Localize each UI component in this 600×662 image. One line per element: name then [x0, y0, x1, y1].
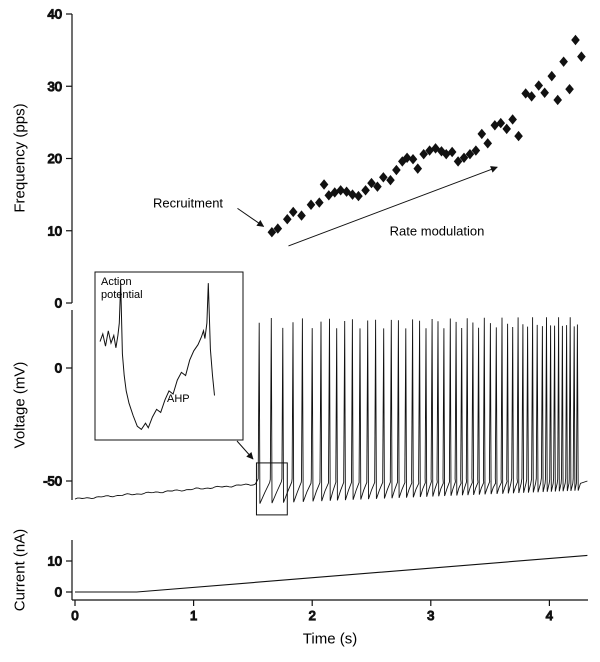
action-potential-inset [94, 271, 254, 460]
zoom-region-box [255, 462, 288, 516]
svg-text:0: 0 [55, 585, 62, 600]
svg-text:0: 0 [71, 608, 78, 623]
action-potential-annotation: Action potential [101, 276, 143, 301]
annotation-arrows [237, 166, 498, 247]
rate-modulation-annotation: Rate modulation [389, 223, 485, 239]
ahp-annotation: AHP [167, 393, 190, 405]
svg-text:10: 10 [48, 223, 62, 238]
svg-text:2: 2 [309, 608, 316, 623]
svg-text:10: 10 [48, 554, 62, 569]
svg-text:40: 40 [48, 7, 62, 22]
svg-text:0: 0 [55, 296, 62, 311]
frequency-axis-label: Frequency (pps) [11, 103, 29, 213]
inset-pointer-arrow [236, 440, 254, 460]
svg-text:20: 20 [48, 151, 62, 166]
current-axis-label: Current (nA) [11, 528, 29, 612]
inset-trace [99, 283, 215, 431]
svg-text:4: 4 [546, 608, 553, 623]
voltage-trace [74, 317, 588, 504]
svg-text:30: 30 [48, 79, 62, 94]
svg-text:0: 0 [55, 361, 62, 376]
frequency-scatter [267, 34, 586, 238]
svg-text:1: 1 [190, 608, 197, 623]
current-trace [75, 554, 588, 593]
recruitment-annotation: Recruitment [152, 195, 224, 211]
svg-text:3: 3 [427, 608, 434, 623]
voltage-axis-label: Voltage (mV) [11, 361, 29, 449]
svg-text:-50: -50 [43, 474, 62, 489]
x-axis-label: Time (s) [302, 630, 358, 648]
